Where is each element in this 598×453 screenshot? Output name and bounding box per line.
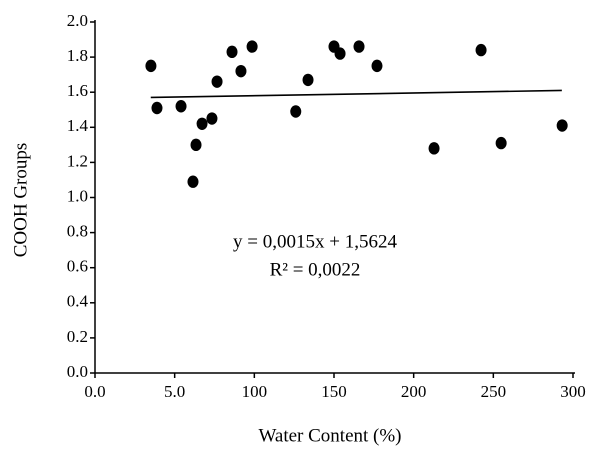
x-tick-label: 250 [481,382,507,401]
data-point [302,73,314,87]
x-tick-label: 300 [560,382,586,401]
x-axis-title: Water Content (%) [258,425,401,446]
trend-equation: y = 0,0015x + 1,5624 [233,231,397,252]
y-tick-label: 0.0 [67,362,88,381]
y-tick-label: 1.8 [67,46,88,65]
trendline [150,89,562,99]
data-point [151,101,163,115]
data-point [211,75,223,88]
data-point [428,142,440,155]
data-point [334,47,346,60]
data-point [556,119,568,132]
data-point [190,138,202,152]
x-tick-label: 100 [242,382,268,401]
data-point [226,45,238,59]
data-point [290,105,302,118]
data-point [175,100,187,113]
y-tick-label: 1.6 [67,81,88,100]
y-tick-label: 1.4 [67,116,89,135]
y-tick-label: 2.0 [67,11,88,30]
x-tick-label: 0.0 [84,382,105,401]
data-point [495,136,507,150]
data-point [196,117,208,130]
data-point [475,43,487,57]
r-squared: R² = 0,0022 [270,259,361,280]
y-tick-label: 1.0 [67,186,88,205]
data-point [145,59,157,73]
data-point [371,59,383,73]
y-axis-title: COOH Groups [10,143,31,258]
y-tick-label: 0.8 [67,222,88,241]
data-point [187,175,199,188]
data-point [235,64,247,78]
y-tick-label: 0.4 [67,292,89,311]
y-tick-label: 1.2 [67,151,88,170]
data-point [206,112,218,125]
x-tick-label: 5.0 [164,382,185,401]
data-point [246,40,258,53]
x-tick-label: 200 [401,382,427,401]
y-tick-label: 0.6 [67,257,88,276]
x-tick-label: 150 [321,382,347,401]
y-tick-label: 0.2 [67,327,88,346]
data-point [353,40,365,53]
